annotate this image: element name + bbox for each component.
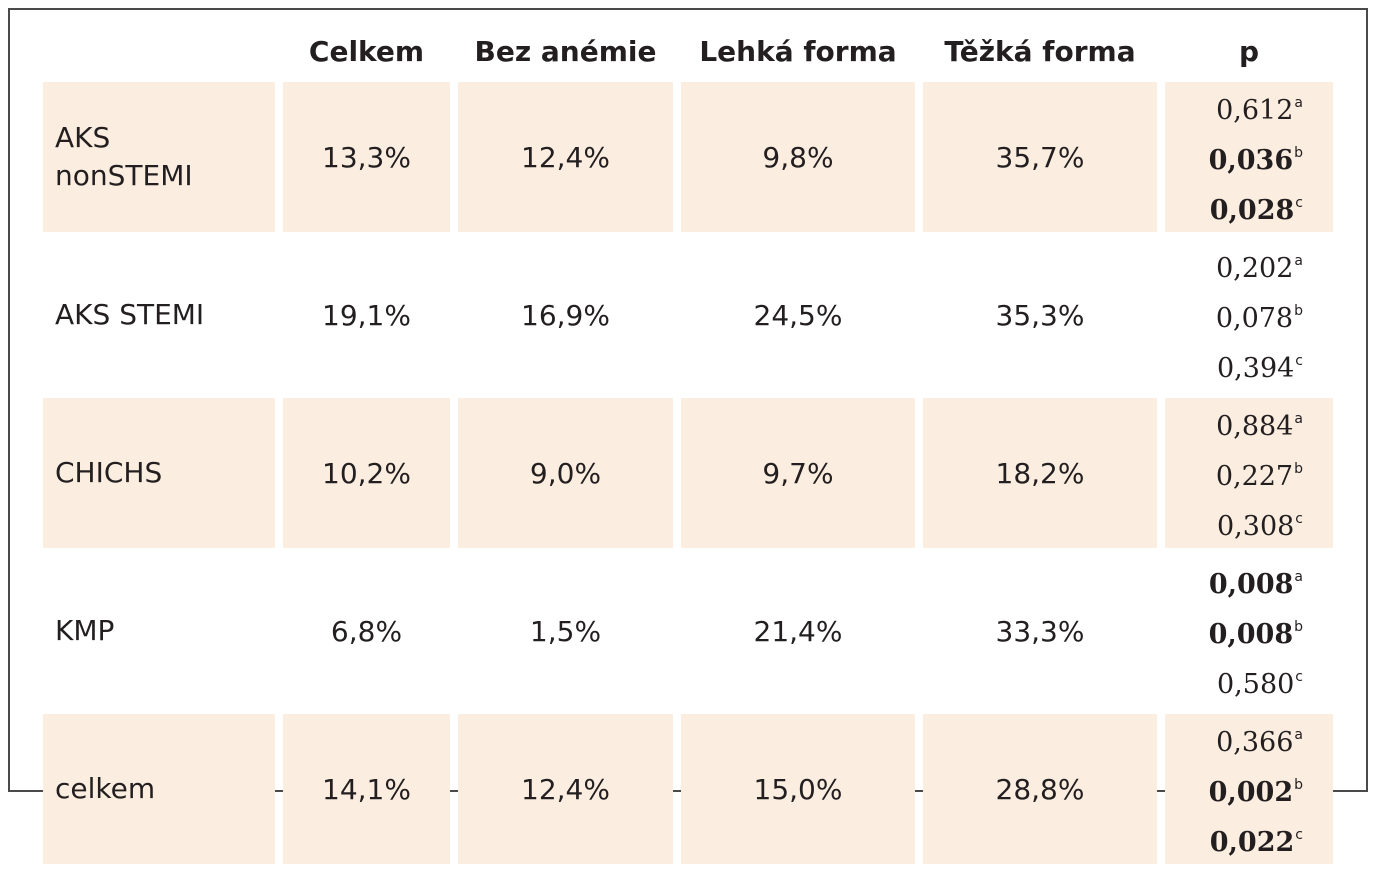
p-value-superscript: a bbox=[1294, 253, 1303, 269]
p-value-superscript: a bbox=[1294, 569, 1303, 585]
p-value: 0,394c bbox=[1165, 340, 1333, 390]
row-label: AKS nonSTEMI bbox=[43, 82, 275, 232]
p-value-number: 0,022 bbox=[1209, 827, 1295, 858]
table-row: celkem 14,1% 12,4% 15,0% 28,8% 0,366a 0,002b 0,… bbox=[43, 714, 1333, 864]
value-cell: 10,2% bbox=[283, 398, 450, 548]
p-value-number: 0,394 bbox=[1217, 353, 1295, 384]
value-cell: 35,3% bbox=[995, 298, 1085, 332]
value-cell: 35,7% bbox=[923, 82, 1157, 232]
p-value: 0,366a bbox=[1165, 714, 1333, 764]
header-label bbox=[43, 28, 275, 74]
p-value-number: 0,002 bbox=[1208, 777, 1294, 808]
value-cell: 18,2% bbox=[923, 398, 1157, 548]
p-value-superscript: c bbox=[1295, 353, 1303, 369]
p-value-cell: 0,612a 0,036b 0,028c bbox=[1165, 82, 1333, 232]
p-value-number: 0,366 bbox=[1216, 727, 1294, 758]
p-value: 0,078b bbox=[1165, 290, 1333, 340]
p-value-superscript: a bbox=[1294, 411, 1303, 427]
p-value-cell: 0,008a 0,008b 0,580c bbox=[1165, 556, 1333, 706]
p-value-superscript: a bbox=[1294, 727, 1303, 743]
p-value: 0,580c bbox=[1165, 656, 1333, 706]
p-value-number: 0,580 bbox=[1217, 669, 1295, 700]
p-value: 0,008a bbox=[1165, 556, 1333, 606]
p-value-cell: 0,366a 0,002b 0,022c bbox=[1165, 714, 1333, 864]
value-cell: 21,4% bbox=[753, 614, 843, 648]
p-value-superscript: c bbox=[1295, 669, 1303, 685]
p-value-number: 0,227 bbox=[1215, 461, 1294, 492]
p-value: 0,884a bbox=[1165, 398, 1333, 448]
p-value-superscript: a bbox=[1294, 95, 1303, 111]
p-value-number: 0,008 bbox=[1208, 569, 1294, 600]
value-cell: 33,3% bbox=[995, 614, 1085, 648]
header-celkem: Celkem bbox=[308, 34, 425, 68]
value-cell: 15,0% bbox=[681, 714, 915, 864]
p-value-superscript: b bbox=[1294, 145, 1303, 161]
table-row: AKS STEMI 19,1% 16,9% 24,5% 35,3% 0,202a 0,078… bbox=[43, 240, 1333, 390]
value-cell: 19,1% bbox=[322, 298, 411, 332]
value-cell: 28,8% bbox=[923, 714, 1157, 864]
p-value-cell: 0,202a 0,078b 0,394c bbox=[1165, 240, 1333, 390]
data-table: Celkem Bez anémie Lehká forma Těžká form… bbox=[35, 20, 1341, 872]
p-value-number: 0,884 bbox=[1216, 411, 1294, 442]
p-value: 0,308c bbox=[1165, 498, 1333, 548]
value-cell: 9,0% bbox=[458, 398, 673, 548]
p-value: 0,028c bbox=[1165, 182, 1333, 232]
p-value-number: 0,036 bbox=[1208, 145, 1294, 176]
value-cell: 9,8% bbox=[681, 82, 915, 232]
p-value-number: 0,078 bbox=[1215, 303, 1294, 334]
value-cell: 6,8% bbox=[330, 614, 403, 648]
table-row: KMP 6,8% 1,5% 21,4% 33,3% 0,008a 0,008b 0,580c bbox=[43, 556, 1333, 706]
p-value-superscript: c bbox=[1295, 827, 1303, 843]
value-cell: 9,7% bbox=[681, 398, 915, 548]
value-cell: 24,5% bbox=[753, 298, 843, 332]
value-cell: 1,5% bbox=[529, 614, 602, 648]
header-bez-anemie: Bez anémie bbox=[474, 34, 657, 68]
p-value-number: 0,308 bbox=[1217, 511, 1295, 542]
p-value-number: 0,202 bbox=[1216, 253, 1294, 284]
p-value-number: 0,028 bbox=[1209, 195, 1295, 226]
p-value: 0,227b bbox=[1165, 448, 1333, 498]
row-label: CHICHS bbox=[43, 398, 275, 548]
p-value-superscript: b bbox=[1294, 461, 1303, 477]
p-value: 0,612a bbox=[1165, 82, 1333, 132]
p-value: 0,008b bbox=[1165, 606, 1333, 656]
p-value-superscript: c bbox=[1295, 195, 1303, 211]
p-value: 0,022c bbox=[1165, 814, 1333, 864]
value-cell: 12,4% bbox=[458, 714, 673, 864]
value-cell: 14,1% bbox=[283, 714, 450, 864]
header-lehka-forma: Lehká forma bbox=[699, 34, 897, 68]
p-value-superscript: b bbox=[1294, 777, 1303, 793]
header-tezka-forma: Těžká forma bbox=[944, 34, 1136, 68]
header-p: p bbox=[1238, 34, 1260, 68]
p-value-cell: 0,884a 0,227b 0,308c bbox=[1165, 398, 1333, 548]
row-label: celkem bbox=[43, 714, 275, 864]
p-value-superscript: b bbox=[1294, 619, 1303, 635]
p-value-superscript: b bbox=[1294, 303, 1303, 319]
table-row: CHICHS 10,2% 9,0% 9,7% 18,2% 0,884a 0,227b 0,30… bbox=[43, 398, 1333, 548]
table-frame: Celkem Bez anémie Lehká forma Těžká form… bbox=[8, 8, 1368, 864]
p-value-superscript: c bbox=[1295, 511, 1303, 527]
p-value: 0,036b bbox=[1165, 132, 1333, 182]
p-value-number: 0,612 bbox=[1216, 95, 1294, 126]
value-cell: 13,3% bbox=[283, 82, 450, 232]
header-row: Celkem Bez anémie Lehká forma Těžká form… bbox=[43, 28, 1333, 74]
table-row: AKS nonSTEMI 13,3% 12,4% 9,8% 35,7% 0,612a 0,0… bbox=[43, 82, 1333, 232]
row-label: KMP bbox=[55, 614, 115, 647]
p-value: 0,002b bbox=[1165, 764, 1333, 814]
p-value-number: 0,008 bbox=[1208, 619, 1294, 650]
value-cell: 12,4% bbox=[458, 82, 673, 232]
p-value: 0,202a bbox=[1165, 240, 1333, 290]
value-cell: 16,9% bbox=[521, 298, 610, 332]
row-label: AKS STEMI bbox=[55, 298, 205, 331]
